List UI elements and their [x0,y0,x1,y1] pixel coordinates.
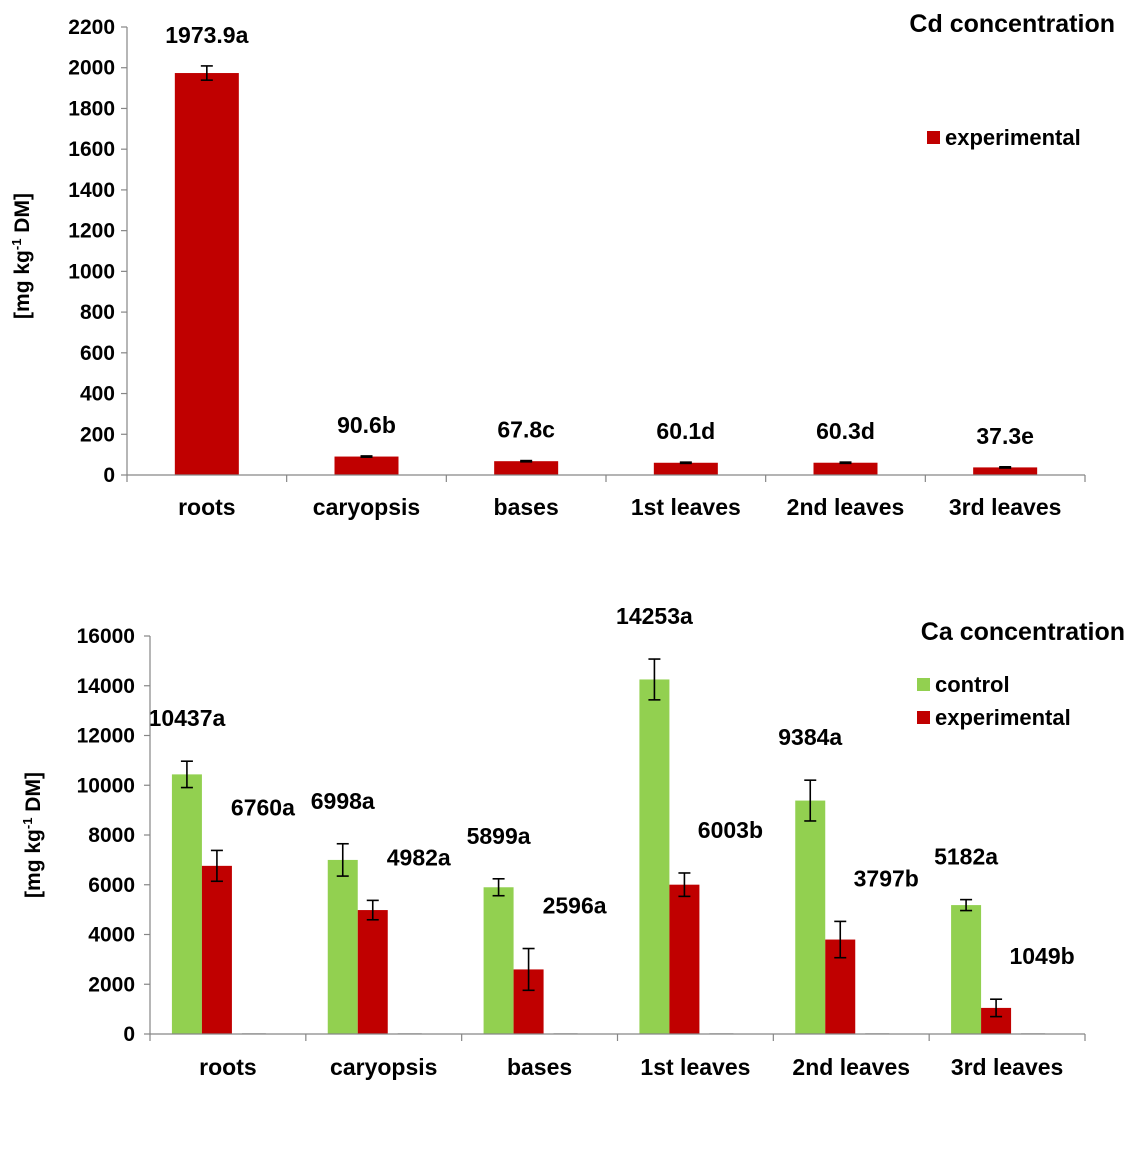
cd-category-label: bases [494,494,559,520]
ca-chart-title: Ca concentration [921,618,1125,646]
cd-bar-experimental [494,461,559,475]
cd-bar-experimental [334,456,399,475]
ca-y-tick-label: 12000 [77,725,135,748]
ca-legend: control experimental [917,672,1071,730]
cd-legend-label-experimental: experimental [945,125,1081,150]
ca-bars: 10437a 6998a 5899a 14253a 9384a 5182a 6760a 498… [149,603,1075,1034]
ca-bar-experimental [201,865,232,1034]
cd-categories: roots caryopsis bases 1st leaves 2nd leaves 3… [178,494,1061,520]
cd-y-tick-label: 400 [80,383,115,406]
ca-y-tick-label: 8000 [88,824,135,847]
ca-y-tick-label: 6000 [88,874,135,897]
ca-y-tick-label: 14000 [77,675,135,698]
cd-y-tick-label: 600 [80,342,115,365]
ca-data-label: 1049b [1009,943,1074,969]
cd-data-label: 37.3e [976,423,1034,449]
ca-legend-label-experimental: experimental [935,705,1071,730]
cd-y-tick-label: 800 [80,301,115,324]
ca-data-label: 5182a [934,844,998,870]
cd-legend: experimental [927,125,1081,150]
ca-y-tick-label: 2000 [88,973,135,996]
ca-y-tick-label: 0 [123,1023,135,1046]
ca-y-tick-label: 4000 [88,924,135,947]
ca-legend-swatch-control [917,678,930,691]
cd-y-tick-label: 200 [80,423,115,446]
ca-bar-control [171,774,202,1034]
cd-legend-swatch-experimental [927,131,940,144]
cd-data-label: 60.3d [816,418,875,444]
ca-y-axis-label: [mg kg-1 DM] [20,772,45,898]
cd-y-tick-label: 0 [103,464,115,487]
ca-category-label: bases [507,1054,572,1080]
cd-category-label: 3rd leaves [949,494,1062,520]
cd-data-label: 1973.9a [165,22,248,48]
cd-y-tick-label: 1200 [68,220,115,243]
ca-data-label: 14253a [616,603,693,629]
cd-chart: Cd concentration [mg kg-1 DM] 0 200 400 600… [9,10,1115,520]
ca-data-label: 4982a [387,844,451,870]
cd-bar-experimental [813,462,878,475]
ca-data-label: 3797b [854,865,919,891]
cd-data-label: 67.8c [497,417,555,443]
ca-data-label: 5899a [467,823,531,849]
ca-category-label: roots [199,1054,257,1080]
ca-category-label: 3rd leaves [951,1054,1064,1080]
cd-bars: 1973.9a 90.6b 67.8c 60.1d 60.3d 37.3e [165,22,1038,476]
cd-category-label: 2nd leaves [787,494,905,520]
cd-bar-experimental [653,462,718,475]
ca-y-tick-label: 16000 [77,625,135,648]
ca-data-label: 6760a [231,794,295,820]
ca-bar-control [483,887,514,1034]
ca-chart: Ca concentration [mg kg-1 DM] 0 2000 4000 6… [20,603,1125,1080]
cd-y-tick-label: 1000 [68,260,115,283]
ca-category-label: 1st leaves [640,1054,750,1080]
ca-legend-swatch-experimental [917,711,930,724]
ca-bar-control [327,859,358,1034]
ca-data-label: 9384a [778,724,842,750]
ca-axes [144,635,1086,1041]
cd-y-tick-label: 2000 [68,57,115,80]
cd-chart-title: Cd concentration [909,10,1115,38]
ca-data-label: 6998a [311,788,375,814]
cd-data-label: 90.6b [337,412,396,438]
cd-axes [121,26,1086,482]
ca-category-label: caryopsis [330,1054,437,1080]
ca-y-ticks: 0 2000 4000 6000 8000 10000 12000 14000 16000 [77,625,135,1046]
ca-categories: roots caryopsis bases 1st leaves 2nd leaves 3… [199,1054,1063,1080]
ca-bar-control [795,800,826,1034]
ca-category-label: 2nd leaves [792,1054,910,1080]
cd-y-tick-label: 1800 [68,97,115,120]
cd-data-label: 60.1d [656,418,715,444]
ca-y-tick-label: 10000 [77,774,135,797]
ca-data-label: 6003b [698,817,763,843]
cd-category-label: caryopsis [313,494,420,520]
ca-bar-experimental [357,910,388,1034]
ca-data-label: 10437a [149,705,226,731]
ca-bar-experimental [669,884,700,1034]
cd-y-tick-label: 2200 [68,16,115,39]
cd-category-label: 1st leaves [631,494,741,520]
ca-legend-label-control: control [935,672,1010,697]
cd-y-tick-label: 1400 [68,179,115,202]
ca-data-label: 2596a [543,893,607,919]
cd-y-tick-label: 1600 [68,138,115,161]
ca-bar-control [951,905,982,1034]
cd-bar-experimental [973,467,1038,475]
cd-bar-experimental [174,73,239,476]
cd-category-label: roots [178,494,236,520]
cd-y-axis-label: [mg kg-1 DM] [9,193,34,319]
ca-bar-control [639,679,670,1034]
cd-y-ticks: 0 200 400 600 800 1000 1200 1400 1600 1800 2000 220… [68,16,115,487]
